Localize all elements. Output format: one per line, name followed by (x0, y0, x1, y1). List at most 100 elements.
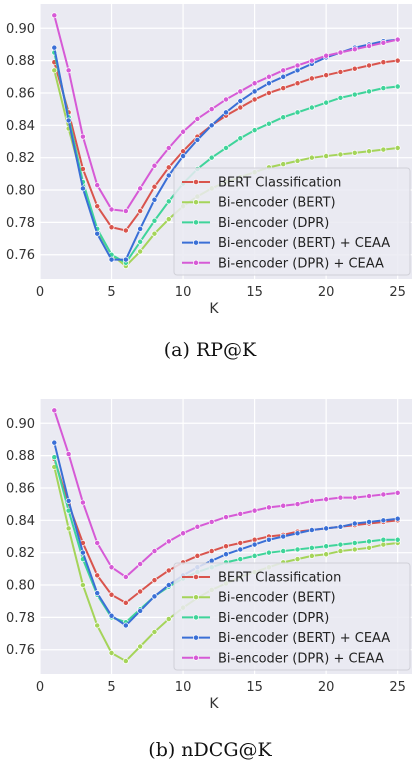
y-tick-label: 0.80 (6, 579, 35, 594)
data-point (151, 548, 158, 555)
data-point (79, 549, 86, 556)
data-point (337, 548, 344, 555)
y-tick-label: 0.90 (6, 22, 35, 37)
data-point (51, 407, 58, 414)
data-point (51, 454, 58, 461)
data-point (79, 133, 86, 140)
data-point (308, 104, 315, 111)
data-point (122, 573, 129, 580)
data-point (65, 67, 72, 74)
data-point (208, 154, 215, 161)
ndcg-at-k-chart: 0.76 0.78 0.80 0.82 0.84 0.86 0.88 0.90 0 5 10 15 20… (6, 399, 412, 712)
chart-caption: (b) nDCG@K (148, 739, 272, 761)
y-tick-label: 0.86 (6, 86, 35, 101)
data-point (165, 582, 172, 588)
data-point (294, 109, 301, 116)
data-point (237, 104, 244, 111)
data-point (337, 523, 344, 530)
data-point (351, 540, 358, 546)
y-tick-label: 0.84 (6, 119, 35, 134)
data-point (308, 75, 315, 82)
y-tick-label: 0.82 (6, 546, 35, 561)
data-point (165, 538, 172, 545)
data-point (137, 208, 144, 215)
data-point (280, 114, 287, 121)
legend-swatch-marker (193, 259, 199, 266)
data-point (280, 533, 287, 540)
data-point (308, 497, 315, 504)
y-tick-label: 0.86 (6, 481, 35, 496)
legend-item: Bi-encoder (DPR) + CEAA (182, 651, 384, 666)
data-point (337, 68, 344, 75)
data-point (208, 106, 215, 113)
legend-label: Bi-encoder (BERT) (218, 591, 336, 606)
y-tick-label: 0.88 (6, 54, 35, 69)
x-tick-label: 5 (107, 680, 115, 695)
data-point (180, 128, 187, 135)
legend-label: BERT Classification (218, 176, 341, 191)
data-point (194, 115, 201, 122)
data-point (65, 525, 72, 532)
data-point (137, 561, 144, 567)
data-point (151, 183, 158, 190)
data-point (65, 451, 72, 457)
x-tick-label: 10 (175, 680, 192, 695)
legend-item: Bi-encoder (BERT) (182, 196, 336, 211)
data-point (366, 43, 373, 50)
chart-panel-ndcg: 0.76 0.78 0.80 0.82 0.84 0.86 0.88 0.90 0 5 10 15 20… (0, 395, 420, 774)
legend-item: Bi-encoder (DPR) (182, 216, 329, 231)
data-point (280, 67, 287, 74)
data-point (94, 182, 101, 189)
data-point (366, 493, 373, 500)
legend-label: Bi-encoder (BERT) (218, 196, 336, 211)
y-tick-label: 0.80 (6, 184, 35, 199)
legend-item: BERT Classification (182, 176, 341, 191)
data-point (294, 62, 301, 69)
series-4 (51, 407, 401, 580)
data-point (394, 57, 401, 64)
data-point (137, 185, 144, 192)
data-point (151, 593, 158, 600)
legend: BERT Classification Bi-encoder (BERT) Bi-e… (173, 562, 411, 671)
data-point (265, 73, 272, 80)
data-point (223, 109, 229, 116)
data-point (94, 230, 101, 237)
data-point (194, 136, 201, 143)
data-point (180, 530, 187, 537)
data-point (351, 546, 358, 553)
data-point (108, 591, 115, 598)
x-axis-label: K (209, 301, 219, 317)
data-point (366, 544, 373, 551)
legend-label: Bi-encoder (BERT) + CEAA (218, 236, 390, 251)
data-point (208, 518, 215, 525)
data-point (380, 541, 387, 548)
data-point (366, 62, 373, 69)
data-point (323, 72, 330, 79)
data-point (165, 145, 172, 151)
data-point (223, 551, 229, 558)
data-point (151, 196, 158, 203)
legend-label: Bi-encoder (DPR) + CEAA (218, 256, 384, 271)
data-point (337, 541, 344, 548)
data-point (122, 599, 129, 606)
data-point (280, 161, 287, 168)
data-point (337, 151, 344, 158)
data-point (351, 46, 358, 53)
data-point (265, 536, 272, 543)
data-point (79, 185, 86, 192)
data-point (79, 499, 86, 506)
data-point (394, 536, 401, 543)
data-point (51, 44, 58, 51)
data-point (108, 564, 115, 571)
data-point (323, 52, 330, 59)
data-point (237, 98, 244, 105)
y-tick-label: 0.88 (6, 449, 35, 464)
data-point (237, 556, 244, 563)
data-point (237, 510, 244, 517)
data-point (65, 497, 72, 504)
data-point (251, 88, 258, 95)
data-point (251, 127, 258, 134)
data-point (294, 546, 301, 553)
data-point (251, 507, 258, 514)
y-tick-label: 0.84 (6, 514, 35, 529)
